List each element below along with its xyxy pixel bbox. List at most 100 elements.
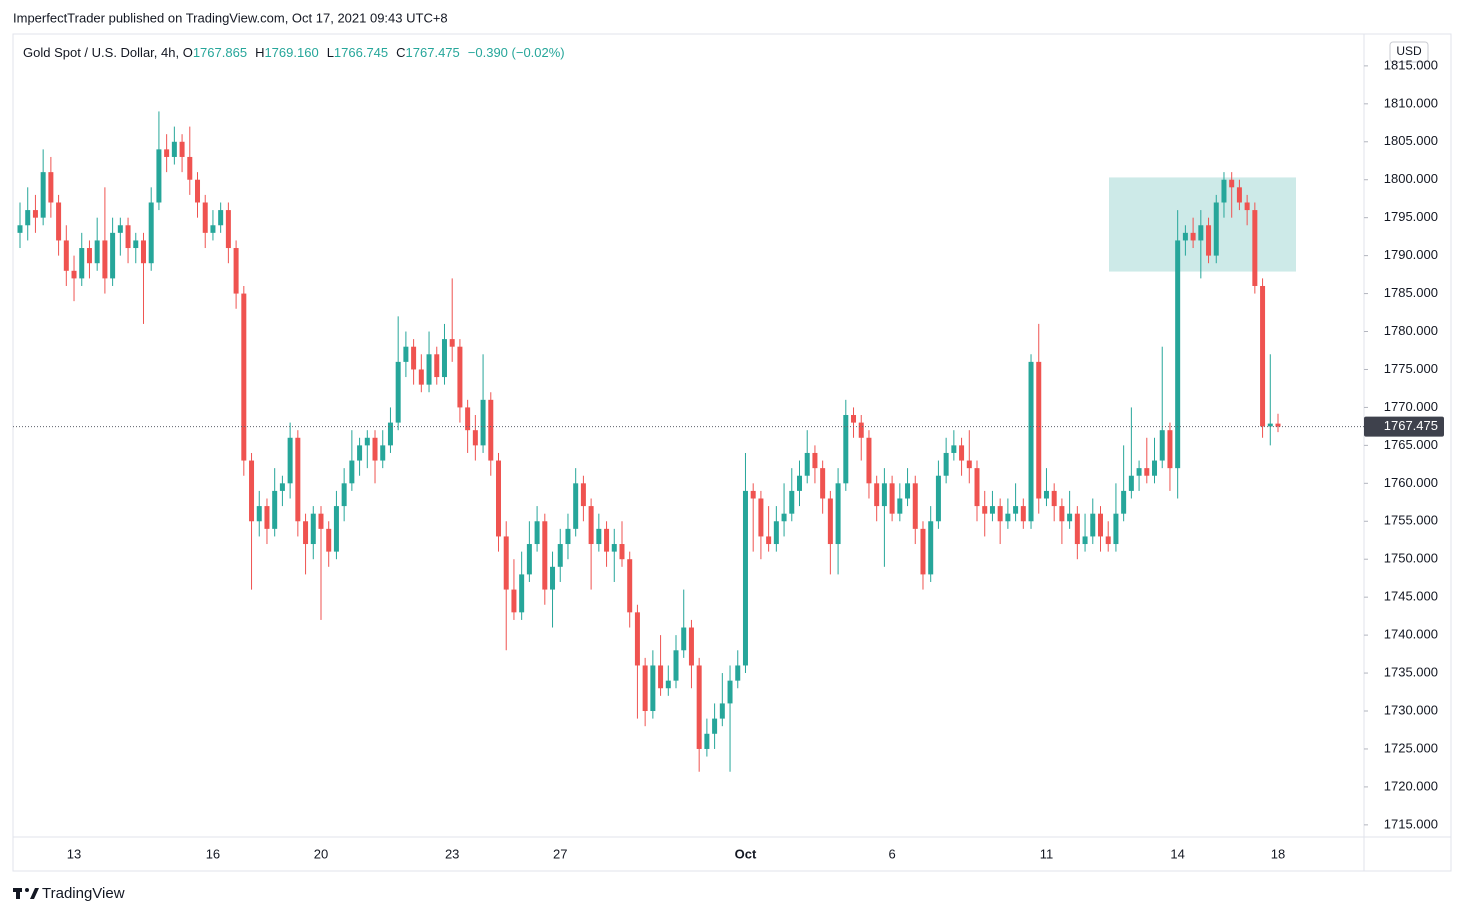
candle-body bbox=[511, 589, 517, 613]
y-tick-label: 1725.000 bbox=[1384, 740, 1438, 755]
candle-body bbox=[889, 483, 895, 514]
candle-body bbox=[858, 422, 864, 438]
candle-body bbox=[133, 240, 139, 249]
candle-body bbox=[696, 665, 702, 749]
candle-body bbox=[881, 483, 887, 507]
candle-body bbox=[1067, 513, 1073, 522]
currency-box[interactable] bbox=[1389, 41, 1429, 63]
plot-area bbox=[13, 111, 1364, 772]
candle-body bbox=[403, 346, 409, 362]
readout-key: L bbox=[327, 45, 334, 60]
candle-body bbox=[341, 483, 347, 507]
candle-body bbox=[650, 665, 656, 712]
candle-body bbox=[773, 521, 779, 545]
x-tick-label: 11 bbox=[1040, 846, 1054, 861]
candle-body bbox=[233, 248, 239, 294]
currency-label[interactable]: USD bbox=[1396, 44, 1422, 58]
candle-body bbox=[897, 498, 903, 514]
candle-body bbox=[974, 468, 980, 507]
candle-body bbox=[688, 627, 694, 666]
candle-body bbox=[372, 437, 378, 461]
candle-body bbox=[1059, 506, 1065, 522]
candle-body bbox=[287, 437, 293, 484]
candle-body bbox=[542, 521, 548, 590]
candle-body bbox=[1244, 202, 1250, 211]
candle-body bbox=[117, 225, 123, 233]
candle-body bbox=[1051, 490, 1057, 507]
candle-body bbox=[565, 528, 571, 545]
candle-body bbox=[418, 369, 424, 385]
candle-body bbox=[156, 149, 162, 203]
x-tick-label: 23 bbox=[445, 846, 459, 861]
candle-body bbox=[665, 680, 671, 689]
candle-body bbox=[920, 528, 926, 575]
candle-body bbox=[596, 528, 602, 545]
x-tick-label: 20 bbox=[314, 846, 328, 861]
candle-body bbox=[742, 490, 748, 666]
candle-body bbox=[851, 415, 857, 423]
y-tick-label: 1770.000 bbox=[1384, 399, 1438, 414]
y-tick-label: 1745.000 bbox=[1384, 589, 1438, 604]
candle-body bbox=[1182, 232, 1188, 241]
candle-body bbox=[611, 544, 617, 552]
y-tick-label: 1790.000 bbox=[1384, 247, 1438, 262]
candle-body bbox=[997, 506, 1003, 522]
candle-body bbox=[719, 703, 725, 719]
candle-body bbox=[588, 506, 594, 545]
candle-body bbox=[195, 179, 201, 203]
candle-body bbox=[1206, 225, 1212, 256]
y-tick-label: 1795.000 bbox=[1384, 209, 1438, 224]
y-tick-label: 1750.000 bbox=[1384, 551, 1438, 566]
candle-body bbox=[526, 544, 532, 575]
publisher-note: ImperfectTrader published on TradingView… bbox=[13, 10, 448, 25]
last-price-label: 1767.475 bbox=[1384, 418, 1438, 433]
candle-body bbox=[1198, 225, 1204, 241]
candle-body bbox=[303, 521, 309, 545]
candle-body bbox=[874, 483, 880, 507]
readout-value: 1767.475 bbox=[406, 45, 460, 60]
candle-body bbox=[395, 361, 401, 423]
candle-body bbox=[966, 460, 972, 469]
candle-body bbox=[1236, 187, 1242, 203]
candle-body bbox=[179, 141, 185, 157]
candle-body bbox=[63, 240, 69, 271]
candle-body bbox=[1275, 423, 1281, 427]
candle-body bbox=[951, 445, 957, 453]
candle-body bbox=[573, 483, 579, 529]
candle-body bbox=[387, 422, 393, 446]
symbol-readout: Gold Spot / U.S. Dollar, 4h, O1767.865 H1… bbox=[23, 45, 565, 60]
y-tick-label: 1805.000 bbox=[1384, 133, 1438, 148]
readout-key: H bbox=[255, 45, 264, 60]
candle-body bbox=[241, 293, 247, 461]
candle-body bbox=[642, 665, 648, 712]
candle-body bbox=[1221, 179, 1227, 203]
y-tick-label: 1755.000 bbox=[1384, 513, 1438, 528]
candle-body bbox=[1213, 202, 1219, 256]
candle-body bbox=[827, 498, 833, 545]
candle-body bbox=[1105, 536, 1111, 545]
candle-body bbox=[982, 506, 988, 514]
y-tick-label: 1780.000 bbox=[1384, 323, 1438, 338]
candle-body bbox=[102, 240, 108, 279]
candle-body bbox=[1121, 490, 1127, 514]
candle-body bbox=[503, 536, 509, 590]
candle-body bbox=[434, 354, 440, 378]
y-tick-label: 1800.000 bbox=[1384, 171, 1438, 186]
candle-body bbox=[218, 210, 224, 226]
readout-value: 1767.865 bbox=[193, 45, 247, 60]
candle-body bbox=[712, 718, 718, 734]
candle-body bbox=[928, 521, 934, 575]
candle-body bbox=[164, 149, 170, 157]
candle-body bbox=[1097, 513, 1103, 537]
candle-body bbox=[750, 490, 756, 499]
candle-body bbox=[735, 665, 741, 681]
candle-body bbox=[310, 513, 316, 545]
candle-body bbox=[658, 665, 664, 689]
candle-body bbox=[943, 452, 949, 476]
candle-body bbox=[465, 407, 471, 431]
candle-body bbox=[1229, 179, 1235, 188]
x-tick-label: 27 bbox=[553, 846, 567, 861]
candle-body bbox=[1036, 361, 1042, 499]
candle-body bbox=[357, 445, 363, 461]
candle-body bbox=[843, 415, 849, 484]
